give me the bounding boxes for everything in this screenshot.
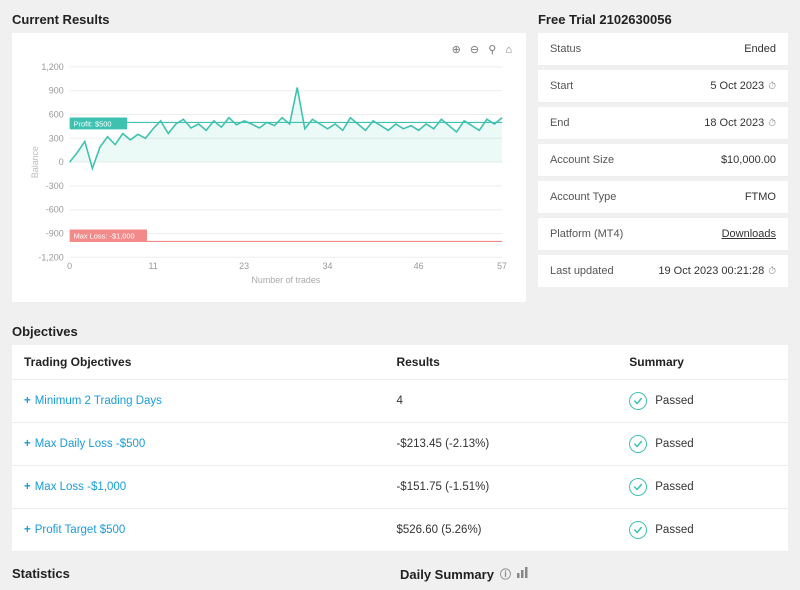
info-label: Status	[550, 43, 581, 55]
table-row: +Minimum 2 Trading Days 4Passed	[12, 380, 788, 423]
col-summary: Summary	[617, 345, 788, 380]
svg-text:Max Loss: -$1,000: Max Loss: -$1,000	[74, 231, 135, 240]
info-value: 5 Oct 2023⏱	[710, 80, 776, 92]
info-value: Ended	[744, 43, 776, 55]
info-label: Last updated	[550, 265, 614, 277]
svg-text:-900: -900	[46, 228, 64, 238]
svg-text:1,200: 1,200	[41, 62, 63, 72]
statistics-title: Statistics	[12, 566, 400, 582]
info-row: Status Ended	[538, 33, 788, 66]
info-row: Start 5 Oct 2023⏱	[538, 70, 788, 103]
info-row: Account Size $10,000.00	[538, 144, 788, 177]
check-icon	[629, 392, 647, 410]
col-results: Results	[384, 345, 617, 380]
info-value: FTMO	[745, 191, 776, 203]
info-row: Platform (MT4) Downloads	[538, 218, 788, 251]
svg-text:Profit: $500: Profit: $500	[74, 119, 112, 128]
check-icon	[629, 478, 647, 496]
svg-text:23: 23	[239, 261, 249, 271]
svg-text:46: 46	[414, 261, 424, 271]
info-value[interactable]: Downloads	[722, 228, 776, 240]
result-cell: -$213.45 (-2.13%)	[384, 423, 617, 466]
zoom-in-icon[interactable]: ⊕	[452, 43, 461, 56]
svg-text:300: 300	[49, 133, 64, 143]
objectives-table: Trading Objectives Results Summary +Mini…	[12, 345, 788, 552]
daily-summary-title: Daily Summary	[400, 567, 494, 582]
svg-text:-300: -300	[46, 181, 64, 191]
objectives-title: Objectives	[12, 320, 788, 345]
zoom-out-icon[interactable]: ⊖	[470, 43, 479, 56]
info-label: End	[550, 117, 570, 129]
svg-text:Number of trades: Number of trades	[251, 275, 320, 285]
summary-cell: Passed	[617, 509, 788, 552]
info-value: 18 Oct 2023⏱	[704, 117, 776, 129]
info-icon[interactable]: ⓘ	[500, 566, 511, 582]
svg-text:11: 11	[148, 261, 157, 271]
result-cell: -$151.75 (-1.51%)	[384, 466, 617, 509]
result-cell: 4	[384, 380, 617, 423]
check-icon	[629, 435, 647, 453]
svg-text:Balance: Balance	[30, 146, 40, 178]
home-icon[interactable]: ⌂	[505, 44, 512, 56]
result-cell: $526.60 (5.26%)	[384, 509, 617, 552]
clock-icon: ⏱	[768, 81, 776, 92]
free-trial-title: Free Trial 2102630056	[538, 8, 788, 33]
summary-cell: Passed	[617, 466, 788, 509]
summary-cell: Passed	[617, 423, 788, 466]
svg-text:600: 600	[49, 109, 64, 119]
check-icon	[629, 521, 647, 539]
info-value: 19 Oct 2023 00:21:28⏱	[658, 265, 776, 277]
svg-text:-600: -600	[46, 205, 64, 215]
info-label: Start	[550, 80, 573, 92]
objective-link[interactable]: +Minimum 2 Trading Days	[24, 395, 162, 407]
current-results-title: Current Results	[12, 8, 526, 33]
info-label: Account Size	[550, 154, 614, 166]
table-row: +Max Daily Loss -$500 -$213.45 (-2.13%)Pa…	[12, 423, 788, 466]
objective-link[interactable]: +Max Daily Loss -$500	[24, 438, 145, 450]
clock-icon: ⏱	[768, 266, 776, 277]
svg-text:0: 0	[59, 157, 64, 167]
svg-text:57: 57	[497, 261, 507, 271]
chart-panel: ⊕ ⊖ ⚲ ⌂ -1,200 -900 -600 -300 0 300 600 900 1,20…	[12, 33, 526, 302]
chart-controls: ⊕ ⊖ ⚲ ⌂	[26, 43, 512, 56]
table-row: +Profit Target $500 $526.60 (5.26%)Passed	[12, 509, 788, 552]
bars-icon[interactable]	[517, 567, 529, 581]
balance-chart: -1,200 -900 -600 -300 0 300 600 900 1,200 0 11 23 34…	[26, 58, 512, 288]
info-row: Account Type FTMO	[538, 181, 788, 214]
info-row: Last updated 19 Oct 2023 00:21:28⏱	[538, 255, 788, 287]
info-row: End 18 Oct 2023⏱	[538, 107, 788, 140]
info-value: $10,000.00	[721, 154, 776, 166]
account-info-panel: Status Ended Start 5 Oct 2023⏱ End 18 Oct 202…	[538, 33, 788, 287]
clock-icon: ⏱	[768, 118, 776, 129]
table-row: +Max Loss -$1,000 -$151.75 (-1.51%)Passed	[12, 466, 788, 509]
svg-text:34: 34	[323, 261, 333, 271]
col-trading-objectives: Trading Objectives	[12, 345, 384, 380]
svg-text:0: 0	[67, 261, 72, 271]
info-label: Account Type	[550, 191, 616, 203]
summary-cell: Passed	[617, 380, 788, 423]
objective-link[interactable]: +Profit Target $500	[24, 524, 125, 536]
svg-text:-1,200: -1,200	[38, 252, 63, 262]
info-label: Platform (MT4)	[550, 228, 623, 240]
zoom-area-icon[interactable]: ⚲	[488, 43, 496, 56]
objective-link[interactable]: +Max Loss -$1,000	[24, 481, 126, 493]
svg-text:900: 900	[49, 86, 64, 96]
